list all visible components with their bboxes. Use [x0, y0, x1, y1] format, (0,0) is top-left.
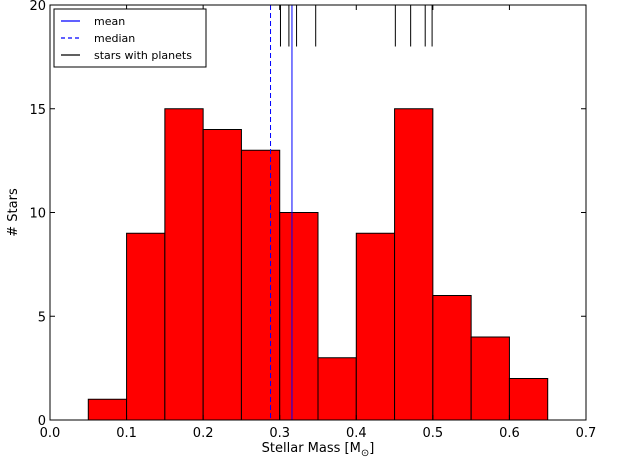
histogram-bar [317, 357, 357, 421]
y-axis-label: # Stars [6, 188, 21, 237]
y-tick-label: 10 [29, 207, 46, 222]
y-tick-label: 20 [29, 0, 46, 14]
legend-label-stars-with-planets: stars with planets [94, 49, 192, 62]
x-tick-label: 0.2 [193, 426, 214, 441]
histogram-bar [202, 129, 242, 421]
planet-markers-group [279, 5, 433, 47]
histogram-bar [240, 149, 281, 421]
y-axis-ticks: 0 5 10 15 20 [29, 0, 586, 429]
histogram-bar [470, 336, 510, 421]
histogram-bar [164, 108, 204, 421]
x-tick-label: 0.3 [269, 426, 290, 441]
legend-box [53, 8, 207, 68]
reference-lines-group [270, 5, 293, 420]
x-axis-ticks: 0.0 0.1 0.2 0.3 0.4 0.5 0.6 0.7 [40, 5, 597, 441]
legend: mean median stars with planets [53, 8, 207, 68]
x-tick-label: 0.6 [499, 426, 520, 441]
bars-group [87, 108, 549, 421]
x-tick-label: 0.0 [40, 426, 61, 441]
histogram-bar [126, 232, 166, 421]
y-tick-label: 0 [38, 414, 46, 429]
legend-label-mean: mean [94, 15, 125, 28]
histogram-bar [394, 108, 434, 421]
x-tick-label: 0.7 [576, 426, 597, 441]
x-axis-label: Stellar Mass [M⊙] [262, 441, 375, 459]
histogram-bar [432, 295, 472, 421]
legend-label-median: median [94, 32, 135, 45]
y-tick-label: 5 [38, 310, 46, 325]
y-tick-label: 15 [29, 103, 46, 118]
histogram-bar [87, 398, 128, 421]
x-tick-label: 0.1 [116, 426, 137, 441]
histogram-bar [355, 232, 396, 421]
x-tick-label: 0.5 [423, 426, 444, 441]
x-tick-label: 0.4 [346, 426, 367, 441]
histogram-bar [508, 378, 549, 421]
histogram-bar [279, 212, 319, 421]
